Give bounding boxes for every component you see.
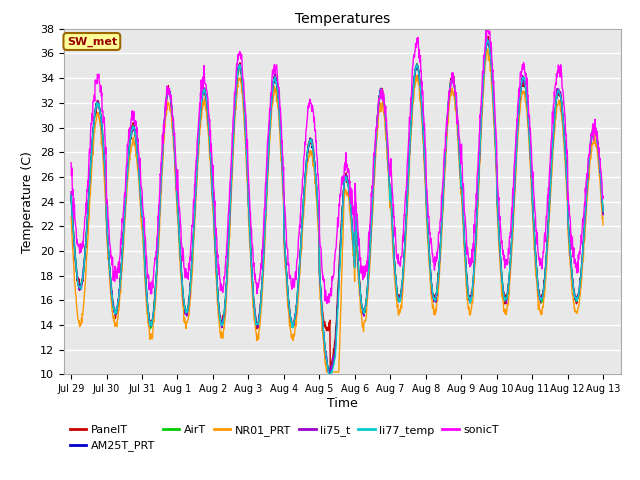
X-axis label: Time: Time [327, 397, 358, 410]
Text: SW_met: SW_met [67, 36, 117, 47]
Title: Temperatures: Temperatures [295, 12, 390, 26]
Legend: PanelT, AM25T_PRT, AirT, NR01_PRT, li75_t, li77_temp, sonicT: PanelT, AM25T_PRT, AirT, NR01_PRT, li75_… [70, 425, 499, 451]
Y-axis label: Temperature (C): Temperature (C) [22, 151, 35, 252]
